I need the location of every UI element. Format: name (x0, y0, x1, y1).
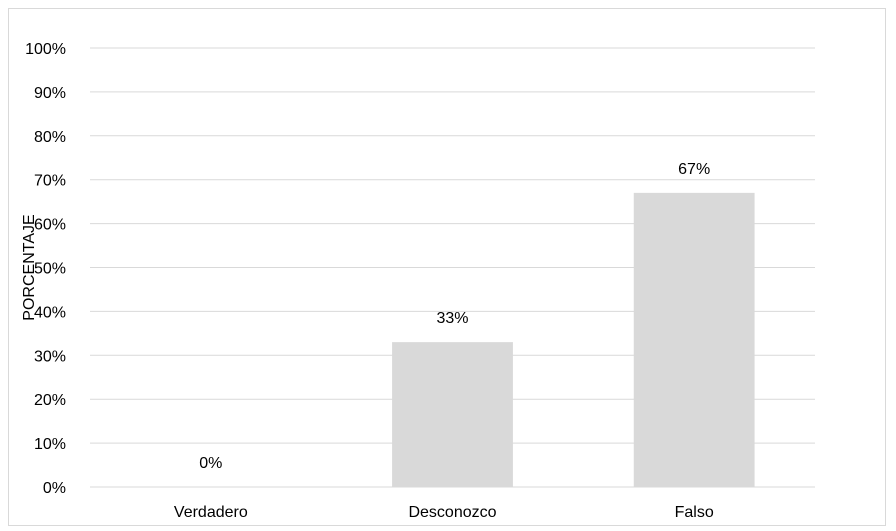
y-tick-label: 60% (34, 217, 66, 234)
y-axis-tick-labels: 0% 10% 20% 30% 40% 50% 60% 70% 80% 90% 100% (25, 41, 66, 497)
data-labels: 0% 33% 67% (199, 161, 710, 472)
y-tick-label: 80% (34, 129, 66, 146)
y-tick-label: 50% (34, 261, 66, 278)
y-axis-title: PORCENTAJE (21, 214, 38, 320)
y-tick-label: 0% (43, 480, 66, 497)
y-tick-label: 100% (25, 41, 66, 58)
bars (392, 192, 755, 487)
x-category-label: Falso (675, 504, 714, 521)
bar (633, 192, 755, 487)
bar (392, 342, 513, 487)
y-tick-label: 10% (34, 436, 66, 453)
y-tick-label: 20% (34, 392, 66, 409)
x-category-label: Verdadero (174, 504, 248, 521)
y-tick-label: 40% (34, 304, 66, 321)
x-axis-category-labels: Verdadero Desconozco Falso (174, 504, 714, 521)
y-tick-label: 90% (34, 85, 66, 102)
y-tick-label: 70% (34, 173, 66, 190)
data-label: 67% (678, 161, 710, 178)
data-label: 0% (199, 455, 222, 472)
data-label: 33% (436, 310, 468, 327)
y-tick-label: 30% (34, 348, 66, 365)
x-category-label: Desconozco (408, 504, 496, 521)
